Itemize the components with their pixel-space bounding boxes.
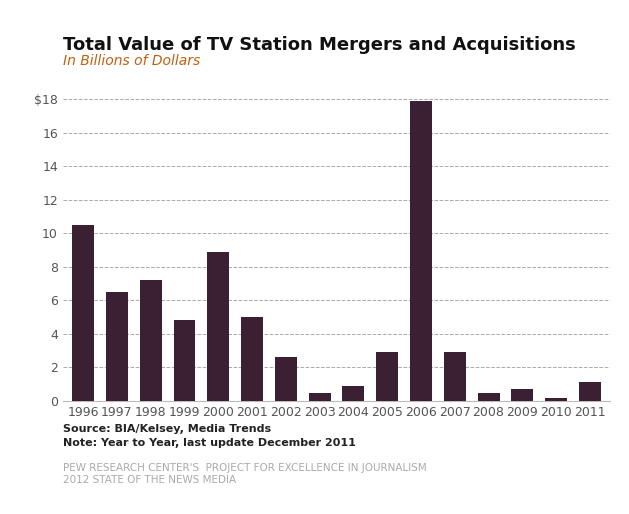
Text: In Billions of Dollars: In Billions of Dollars — [63, 54, 200, 68]
Text: PEW RESEARCH CENTER'S  PROJECT FOR EXCELLENCE IN JOURNALISM: PEW RESEARCH CENTER'S PROJECT FOR EXCELL… — [63, 463, 426, 472]
Bar — [140, 280, 162, 401]
Bar — [376, 352, 398, 401]
Bar — [342, 386, 364, 401]
Bar — [208, 252, 229, 401]
Text: Source: BIA/Kelsey, Media Trends: Source: BIA/Kelsey, Media Trends — [63, 424, 271, 434]
Bar — [444, 352, 465, 401]
Bar — [410, 101, 432, 401]
Bar — [174, 320, 196, 401]
Bar — [106, 292, 128, 401]
Text: Note: Year to Year, last update December 2011: Note: Year to Year, last update December… — [63, 438, 356, 448]
Bar — [72, 225, 94, 401]
Bar — [309, 393, 331, 401]
Bar — [241, 317, 263, 401]
Text: 2012 STATE OF THE NEWS MEDIA: 2012 STATE OF THE NEWS MEDIA — [63, 475, 236, 485]
Bar — [545, 398, 567, 401]
Bar — [579, 382, 601, 401]
Bar — [511, 389, 533, 401]
Bar — [275, 357, 297, 401]
Bar — [477, 393, 499, 401]
Text: Total Value of TV Station Mergers and Acquisitions: Total Value of TV Station Mergers and Ac… — [63, 36, 576, 54]
